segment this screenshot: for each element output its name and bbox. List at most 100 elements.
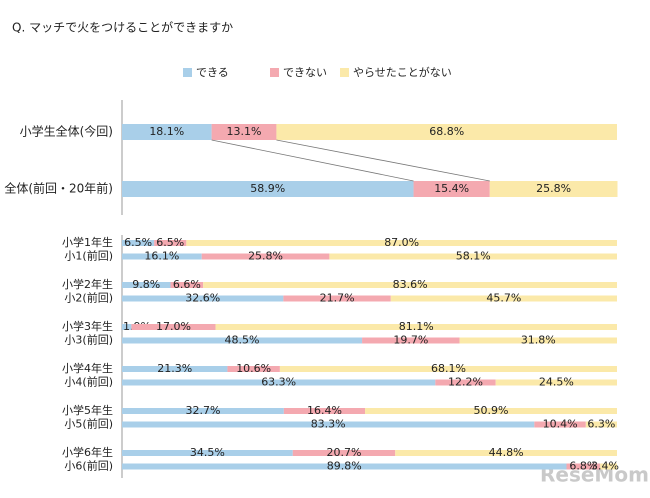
bar-segment (365, 408, 617, 414)
category-label: 小学4年生 (62, 361, 113, 375)
bar-segment (495, 379, 617, 386)
bar-segment (122, 337, 363, 344)
bar-segment (122, 240, 155, 246)
bar-segment (395, 450, 617, 456)
value-label: 6.3% (587, 418, 615, 431)
bar-segment (131, 324, 216, 330)
bar-segment (489, 181, 618, 197)
category-label: 小1(前回) (64, 249, 113, 263)
bar-segment (390, 295, 617, 302)
bar-segment (435, 379, 496, 386)
value-label: 17.0% (156, 320, 191, 333)
legend-label: できない (283, 66, 327, 79)
value-label: 21.3% (157, 362, 192, 375)
connector (211, 139, 414, 182)
bar-segment (566, 463, 601, 470)
bar-segment (201, 253, 330, 260)
value-label: 20.7% (327, 446, 362, 459)
value-label: 24.5% (539, 376, 574, 389)
category-label: 小学6年生 (62, 445, 113, 459)
bar-segment (122, 282, 171, 288)
bar-segment (283, 408, 366, 414)
value-label: 58.1% (456, 250, 491, 263)
value-label: 87.0% (384, 236, 419, 249)
value-label: 48.5% (225, 334, 260, 347)
value-label: 45.7% (486, 292, 521, 305)
value-label: 21.7% (320, 292, 355, 305)
bar-segment (170, 282, 204, 288)
bar-segment (122, 379, 436, 386)
category-label: 全体(前回・20年前) (4, 181, 113, 196)
bar-segment (292, 450, 396, 456)
bar-segment (122, 366, 228, 372)
value-label: 13.1% (227, 125, 262, 138)
bar-segment (459, 337, 617, 344)
value-label: 19.7% (393, 334, 428, 347)
bar-segment (122, 408, 284, 414)
bar-segment (122, 295, 284, 302)
value-label: 44.8% (489, 446, 524, 459)
value-label: 25.8% (536, 182, 571, 195)
bar-segment (276, 124, 617, 140)
bar-segment (329, 253, 617, 260)
category-label: 小4(前回) (64, 375, 113, 389)
bar-segment (122, 253, 202, 260)
value-label: 83.6% (393, 278, 428, 291)
category-label: 小2(前回) (64, 291, 113, 305)
bar-segment (211, 124, 277, 140)
value-label: 32.7% (185, 404, 220, 417)
value-label: 32.6% (185, 292, 220, 305)
value-label: 31.8% (521, 334, 556, 347)
bar-segment (122, 421, 535, 428)
category-label: 小学生全体(今回) (20, 124, 113, 139)
value-label: 6.5% (124, 236, 152, 249)
bar-segment (227, 366, 280, 372)
value-label: 10.6% (236, 362, 271, 375)
value-label: 18.1% (149, 125, 184, 138)
legend-swatch (183, 68, 192, 77)
value-label: 89.8% (327, 460, 362, 473)
category-label: 小学1年生 (62, 235, 113, 249)
value-label: 15.4% (434, 182, 469, 195)
category-label: 小学5年生 (62, 403, 113, 417)
category-label: 小学2年生 (62, 277, 113, 291)
value-label: 68.8% (429, 125, 464, 138)
bar-segment (600, 463, 617, 470)
chart-title: Q. マッチで火をつけることができますか (12, 20, 233, 35)
value-label: 25.8% (248, 250, 283, 263)
bar-segment (283, 295, 391, 302)
bar-segment (122, 181, 414, 197)
legend-label: できる (196, 66, 229, 79)
legend-swatch (270, 68, 279, 77)
value-label: 81.1% (399, 320, 434, 333)
bar-segment (186, 240, 617, 246)
category-label: 小6(前回) (64, 459, 113, 473)
value-label: 16.1% (144, 250, 179, 263)
category-label: 小5(前回) (64, 417, 113, 431)
bar-segment (215, 324, 617, 330)
bar-segment (154, 240, 187, 246)
value-label: 63.3% (261, 376, 296, 389)
bar-segment (279, 366, 617, 372)
value-label: 6.5% (156, 236, 184, 249)
category-label: 小学3年生 (62, 319, 113, 333)
bar-segment (534, 421, 586, 428)
value-label: 16.4% (307, 404, 342, 417)
bar-segment (122, 124, 212, 140)
bar-segment (362, 337, 460, 344)
legend-swatch (340, 68, 349, 77)
connector (276, 139, 490, 182)
value-label: 12.2% (448, 376, 483, 389)
bar-segment (122, 463, 567, 470)
bar-segment (122, 450, 293, 456)
value-label: 9.8% (132, 278, 160, 291)
value-label: 83.3% (311, 418, 346, 431)
legend-label: やらせたことがない (353, 65, 452, 79)
value-label: 10.4% (543, 418, 578, 431)
value-label: 6.8% (569, 460, 597, 473)
bar-segment (585, 421, 617, 428)
value-label: 3.4% (591, 460, 619, 473)
value-label: 6.6% (173, 278, 201, 291)
value-label: 34.5% (190, 446, 225, 459)
